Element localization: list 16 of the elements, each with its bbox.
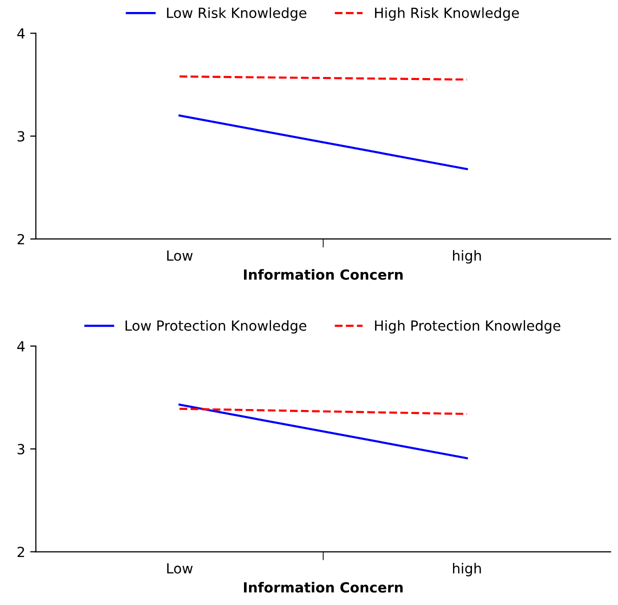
x-tick-label: Low (167, 563, 193, 574)
x-tick-label: high (453, 562, 481, 576)
y-tick-label: 3 (18, 131, 24, 142)
x-tick-label: high (453, 250, 481, 264)
y-tick-label: 2 (18, 546, 24, 558)
x-tick-label: Low (167, 250, 193, 261)
y-tick-label: 4 (17, 28, 25, 39)
legend-label: Low Risk Knowledge (167, 7, 306, 21)
legend-label: Low Protection Knowledge (126, 320, 306, 334)
legend-label: High Risk Knowledge (375, 7, 519, 21)
y-tick-label: 4 (17, 341, 25, 352)
legend-label: High Protection Knowledge (375, 320, 560, 334)
y-tick-label: 3 (18, 444, 24, 454)
y-tick-label: 2 (18, 234, 24, 244)
x-axis-title: Information Concern (244, 582, 403, 593)
x-axis-title: Information Concern (244, 269, 403, 280)
